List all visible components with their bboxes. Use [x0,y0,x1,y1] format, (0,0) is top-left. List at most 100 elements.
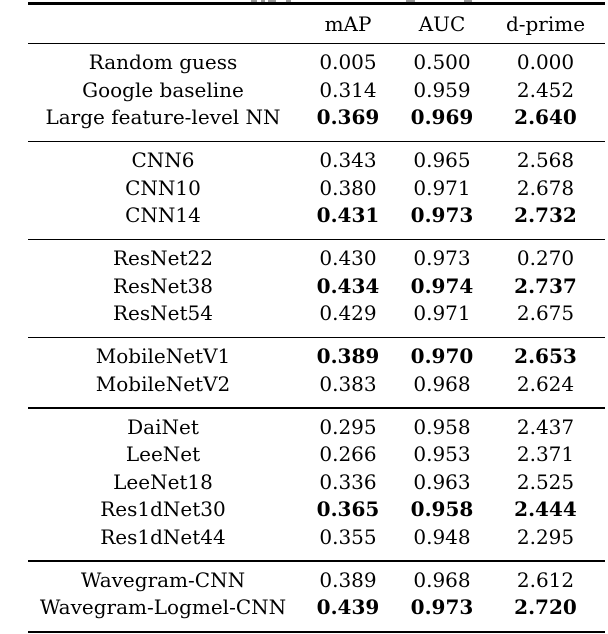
map-value-cell: 0.266 [319,442,377,467]
dprime-value-cell: 2.675 [516,301,575,326]
caption-remnant-mark [406,0,415,2]
dprime-value-cell: 2.624 [516,371,575,396]
model-name-cell: MobileNetV2 [95,371,231,396]
model-name-cell: Random guess [88,50,238,75]
map-value-cell: 0.365 [316,497,380,522]
table-group: MobileNetV1 0.389 0.970 2.653 MobileNetV2 0.3… [28,338,605,407]
map-value-cell: 0.005 [319,50,377,75]
table-header-rule [28,42,605,45]
header-cell-map: mAP [324,11,372,36]
table-body: Random guess 0.005 0.500 0.000 Google baseli… [28,44,605,634]
table-row: MobileNetV2 0.383 0.968 2.624 [28,371,605,399]
table-group: Wavegram-CNN 0.389 0.968 2.612 Wavegram-Logm… [28,562,605,631]
auc-value-cell: 0.973 [413,246,471,271]
table-row: LeeNet18 0.336 0.963 2.525 [28,469,605,497]
auc-value-cell: 0.969 [410,105,474,130]
table-group-rule [28,336,605,339]
map-value-cell: 0.295 [319,414,377,439]
map-value-cell: 0.389 [319,567,377,592]
table-row: Large feature-level NN 0.369 0.969 2.640 [28,104,605,132]
table-row: CNN6 0.343 0.965 2.568 [28,147,605,175]
model-name-cell: CNN6 [131,148,195,173]
auc-value-cell: 0.974 [410,273,474,298]
dprime-value-cell: 2.653 [514,344,577,369]
dprime-value-cell: 2.737 [514,273,577,298]
dprime-value-cell: 2.720 [514,595,577,620]
auc-value-cell: 0.953 [413,442,471,467]
caption-remnant-mark [261,0,265,2]
map-value-cell: 0.355 [319,524,377,549]
header-cell-auc: AUC [418,11,466,36]
dprime-value-cell: 2.371 [516,442,575,467]
auc-value-cell: 0.971 [413,175,471,200]
map-value-cell: 0.431 [316,203,380,228]
map-value-cell: 0.369 [316,105,380,130]
auc-value-cell: 0.965 [413,148,471,173]
model-name-cell: Res1dNet30 [100,497,226,522]
model-name-cell: Wavegram-Logmel-CNN [39,595,287,620]
model-name-cell: DaiNet [127,414,199,439]
table-group-rule [28,560,605,562]
map-value-cell: 0.380 [319,175,377,200]
caption-remnant-mark [286,0,291,2]
table-row: ResNet22 0.430 0.973 0.270 [28,245,605,273]
table-group-rule [28,407,605,409]
caption-remnant-mark [251,0,257,2]
dprime-value-cell: 2.612 [516,567,575,592]
map-value-cell: 0.343 [319,148,377,173]
map-value-cell: 0.389 [316,344,380,369]
map-value-cell: 0.429 [319,301,377,326]
auc-value-cell: 0.971 [413,301,471,326]
table-group: ResNet22 0.430 0.973 0.270 ResNet38 0.434 0.97… [28,240,605,337]
model-name-cell: CNN14 [125,203,201,228]
auc-value-cell: 0.958 [413,414,471,439]
model-name-cell: CNN10 [125,175,201,200]
table-group: CNN6 0.343 0.965 2.568 CNN10 0.380 0.971 2.678 C… [28,142,605,239]
table-row: Wavegram-Logmel-CNN 0.439 0.973 2.720 [28,594,605,622]
model-name-cell: LeeNet [125,442,201,467]
auc-value-cell: 0.968 [413,567,471,592]
table-row: Wavegram-CNN 0.389 0.968 2.612 [28,567,605,595]
dprime-value-cell: 2.444 [514,497,577,522]
caption-remnant-mark [464,0,472,2]
table-row: Res1dNet30 0.365 0.958 2.444 [28,496,605,524]
model-name-cell: ResNet22 [113,246,213,271]
table-row: ResNet54 0.429 0.971 2.675 [28,300,605,328]
model-name-cell: ResNet54 [113,301,213,326]
table-row: Google baseline 0.314 0.959 2.452 [28,77,605,105]
auc-value-cell: 0.968 [413,371,471,396]
table-row: CNN10 0.380 0.971 2.678 [28,175,605,203]
model-name-cell: Google baseline [82,77,244,102]
auc-value-cell: 0.958 [410,497,474,522]
model-name-cell: MobileNetV1 [95,344,231,369]
auc-value-cell: 0.500 [413,50,471,75]
table-row: Random guess 0.005 0.500 0.000 [28,49,605,77]
dprime-value-cell: 2.525 [516,469,575,494]
dprime-value-cell: 2.678 [516,175,575,200]
dprime-value-cell: 2.295 [516,524,575,549]
map-value-cell: 0.314 [319,77,377,102]
model-name-cell: Large feature-level NN [45,105,281,130]
table-row: ResNet38 0.434 0.974 2.737 [28,273,605,301]
auc-value-cell: 0.963 [413,469,471,494]
model-name-cell: Res1dNet44 [100,524,226,549]
model-name-cell: ResNet38 [113,273,213,298]
map-value-cell: 0.434 [316,273,380,298]
header-cell-dprime: d-prime [505,11,586,36]
auc-value-cell: 0.973 [410,203,474,228]
auc-value-cell: 0.948 [413,524,471,549]
table-group-rule [28,140,605,143]
model-name-cell: Wavegram-CNN [80,567,246,592]
table-row: MobileNetV1 0.389 0.970 2.653 [28,343,605,371]
table-row: DaiNet 0.295 0.958 2.437 [28,414,605,442]
table-row: LeeNet 0.266 0.953 2.371 [28,441,605,469]
dprime-value-cell: 2.568 [516,148,575,173]
table-bottom-rule [28,630,605,634]
dprime-value-cell: 2.452 [516,77,575,102]
dprime-value-cell: 2.437 [516,414,575,439]
map-value-cell: 0.430 [319,246,377,271]
map-value-cell: 0.336 [319,469,377,494]
table-row: Res1dNet44 0.355 0.948 2.295 [28,524,605,552]
auc-value-cell: 0.959 [413,77,471,102]
